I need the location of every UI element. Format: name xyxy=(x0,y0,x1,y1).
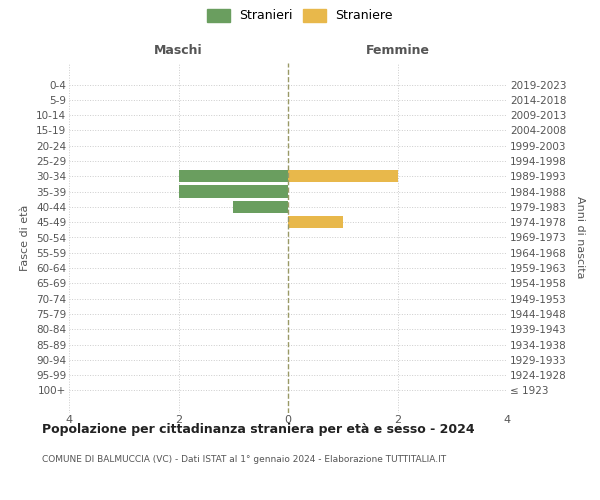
Bar xyxy=(233,201,288,213)
Bar xyxy=(288,216,343,228)
Bar xyxy=(179,170,288,182)
Text: Popolazione per cittadinanza straniera per età e sesso - 2024: Popolazione per cittadinanza straniera p… xyxy=(42,422,475,436)
Text: Maschi: Maschi xyxy=(154,44,203,58)
Text: COMUNE DI BALMUCCIA (VC) - Dati ISTAT al 1° gennaio 2024 - Elaborazione TUTTITAL: COMUNE DI BALMUCCIA (VC) - Dati ISTAT al… xyxy=(42,455,446,464)
Bar xyxy=(179,186,288,198)
Y-axis label: Anni di nascita: Anni di nascita xyxy=(575,196,585,278)
Legend: Stranieri, Straniere: Stranieri, Straniere xyxy=(205,6,395,25)
Text: Femmine: Femmine xyxy=(365,44,430,58)
Y-axis label: Fasce di età: Fasce di età xyxy=(20,204,31,270)
Bar xyxy=(288,170,398,182)
